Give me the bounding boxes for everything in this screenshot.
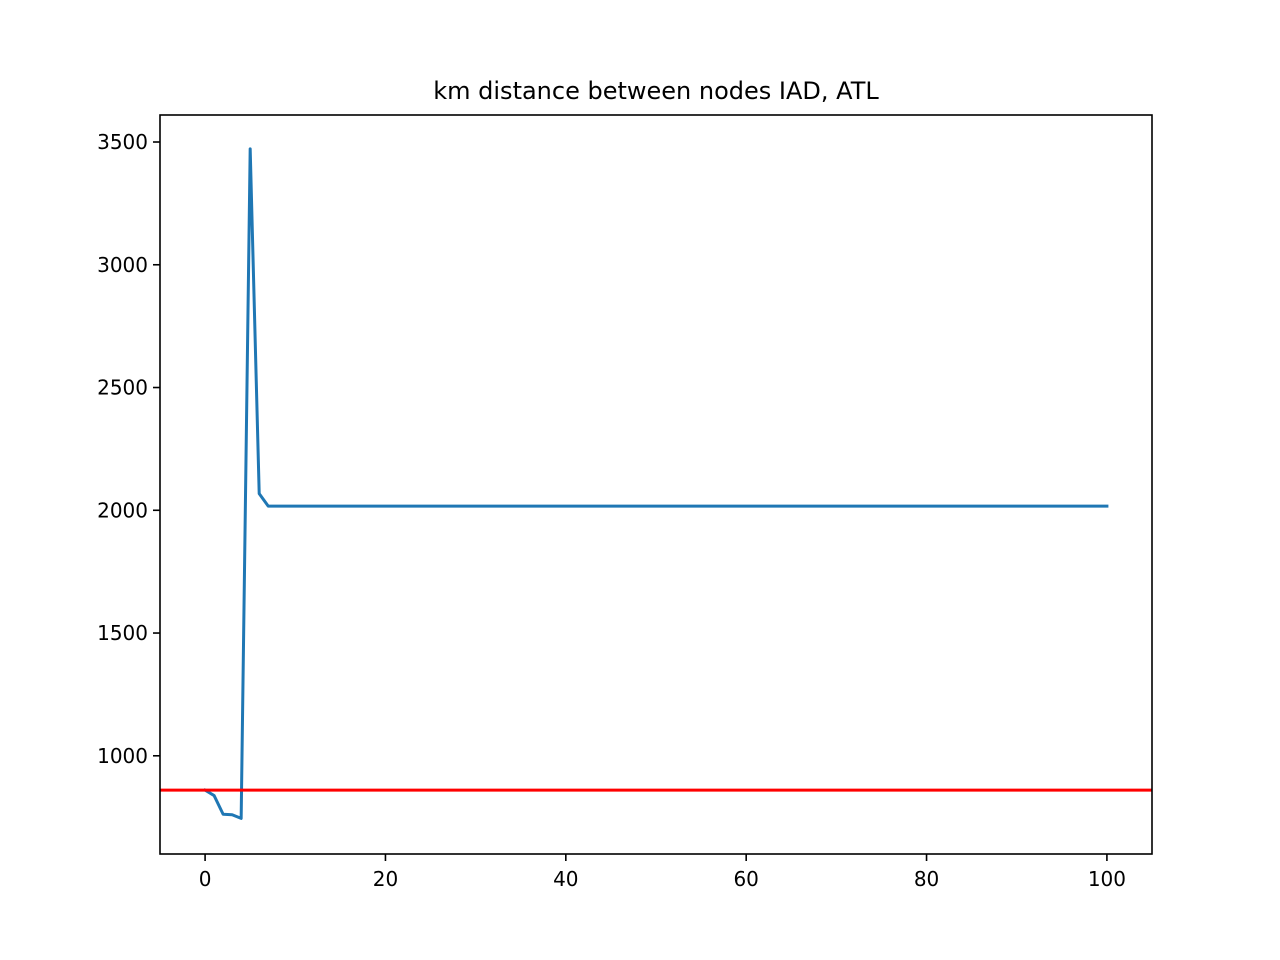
x-tick-label: 20 (373, 867, 398, 891)
y-axis-ticks: 1000 1500 2000 2500 3000 3500 (97, 130, 160, 768)
x-tick-label: 100 (1088, 867, 1126, 891)
plot-frame (159, 114, 1153, 855)
chart-title: km distance between nodes IAD, ATL (433, 77, 879, 105)
y-tick-label: 2000 (97, 498, 148, 522)
plot-area (160, 147, 1152, 820)
x-tick-label: 60 (733, 867, 758, 891)
x-axis-ticks: 0 20 40 60 80 100 (199, 854, 1126, 891)
series-line (203, 147, 1109, 820)
x-tick-label: 0 (199, 867, 212, 891)
y-tick-label: 1000 (97, 744, 148, 768)
y-tick-label: 2500 (97, 376, 148, 400)
y-tick-label: 3500 (97, 130, 148, 154)
x-tick-label: 80 (914, 867, 939, 891)
x-tick-label: 40 (553, 867, 578, 891)
y-tick-label: 1500 (97, 621, 148, 645)
y-tick-label: 3000 (97, 253, 148, 277)
